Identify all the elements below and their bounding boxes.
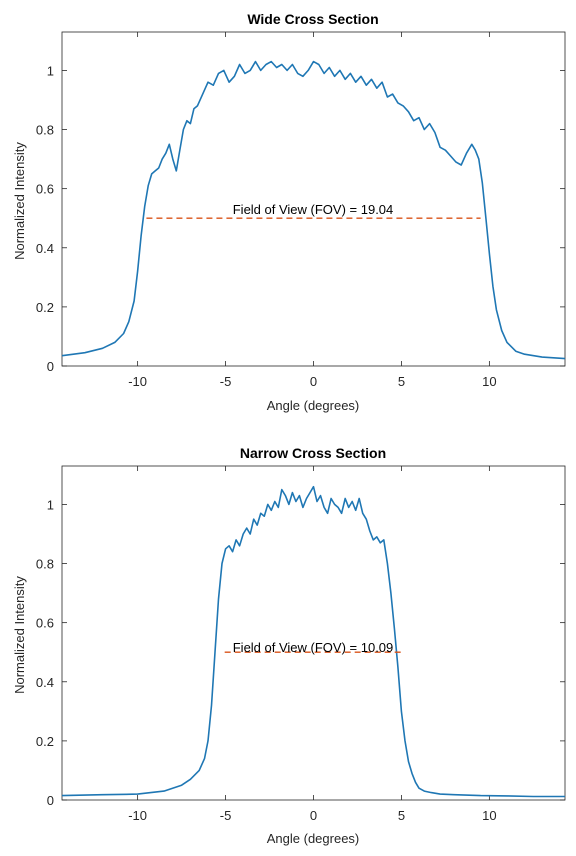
- y-tick-label: 0.4: [36, 675, 54, 690]
- chart-title-narrow: Narrow Cross Section: [240, 445, 386, 461]
- y-tick-label: 0: [47, 359, 54, 374]
- intensity-series-line: [61, 485, 565, 798]
- x-axis-label-narrow: Angle (degrees): [267, 831, 360, 846]
- y-axis-label-narrow: Normalized Intensity: [12, 576, 27, 694]
- x-tick-label: -5: [220, 808, 232, 823]
- x-tick-label: 5: [398, 374, 405, 389]
- y-axis-label-wide: Normalized Intensity: [12, 142, 27, 260]
- x-tick-label: -5: [220, 374, 232, 389]
- fov-annotation-narrow: Field of View (FOV) = 10.09: [233, 640, 394, 655]
- axes-box: [61, 31, 566, 367]
- x-axis-label-wide: Angle (degrees): [267, 398, 360, 413]
- intensity-series-line: [61, 60, 566, 360]
- axes-box: [61, 465, 566, 801]
- panel-narrow: Narrow Cross Section Angle (degrees) Nor…: [12, 445, 566, 846]
- chart-title-wide: Wide Cross Section: [247, 11, 378, 27]
- plot-area-wide: -10 -5 0 5 10 0 0.2 0.4 0.6 0.8 1: [36, 31, 566, 389]
- panel-wide: Wide Cross Section Angle (degrees) Norma…: [12, 11, 566, 413]
- y-tick-label: 0.4: [36, 241, 54, 256]
- x-tick-label: 0: [310, 808, 317, 823]
- fov-annotation-wide: Field of View (FOV) = 19.04: [233, 202, 394, 217]
- y-tick-label: 0.2: [36, 300, 54, 315]
- x-tick-label: 10: [482, 808, 496, 823]
- y-tick-label: 0: [47, 793, 54, 808]
- plot-area-narrow: -10 -5 0 5 10 0 0.2 0.4 0.6 0.8 1: [36, 465, 566, 823]
- x-tick-label: 0: [310, 374, 317, 389]
- x-tick-label: 5: [398, 808, 405, 823]
- y-tick-label: 0.8: [36, 557, 54, 572]
- y-tick-label: 1: [47, 63, 54, 78]
- y-tick-label: 0.8: [36, 123, 54, 138]
- y-tick-label: 0.2: [36, 734, 54, 749]
- x-tick-label: -10: [128, 808, 147, 823]
- y-tick-label: 0.6: [36, 616, 54, 631]
- y-tick-label: 1: [47, 497, 54, 512]
- y-tick-label: 0.6: [36, 182, 54, 197]
- x-tick-label: -10: [128, 374, 147, 389]
- x-tick-label: 10: [482, 374, 496, 389]
